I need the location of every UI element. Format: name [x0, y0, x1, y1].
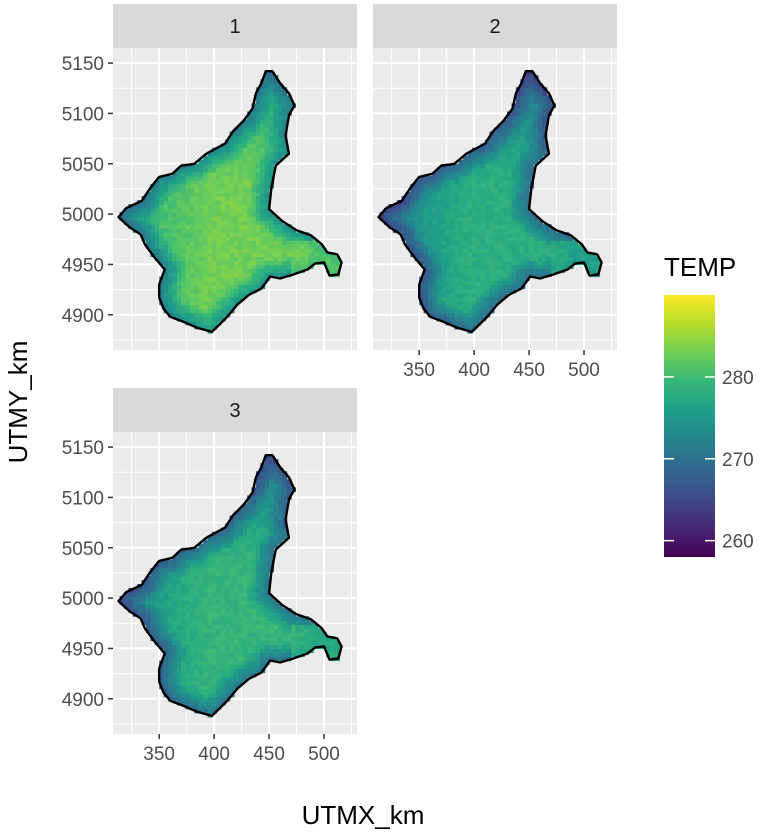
axes: 4900 4950 5000 5050 5100 5150 350 400 450 500 4900…: [62, 54, 600, 765]
region-outline-2: [377, 69, 603, 334]
y-tick-label: 5100: [62, 488, 104, 509]
facet-strip-3: [113, 388, 357, 432]
facet-strip-label-3: 3: [229, 400, 240, 422]
y-tick-label: 5000: [62, 205, 104, 226]
x-tick-label: 350: [143, 744, 175, 765]
legend-title: TEMP: [664, 252, 736, 282]
legend-tick-label: 270: [722, 450, 754, 471]
temperature-raster-2: [379, 71, 601, 334]
y-tick-label: 4900: [62, 306, 104, 327]
y-tick-label: 5100: [62, 104, 104, 125]
y-tick-label: 5050: [62, 539, 104, 560]
x-tick-label: 500: [308, 744, 340, 765]
x-tick-label: 450: [513, 360, 545, 381]
y-tick-label: 5050: [62, 155, 104, 176]
facet-panel-3: 3: [113, 388, 357, 734]
facet-strip-1: [113, 4, 357, 48]
facet-panels: 1 2 3: [113, 4, 617, 734]
region-outline-1: [117, 69, 343, 334]
facet-panel-2: 2: [373, 4, 617, 350]
x-tick-label: 350: [403, 360, 435, 381]
legend-tick-label: 280: [722, 368, 754, 389]
y-tick-label: 5000: [62, 589, 104, 610]
temperature-raster-3: [119, 455, 341, 718]
y-axis-title: UTMY_km: [3, 341, 33, 464]
y-tick-label: 4950: [62, 639, 104, 660]
legend-colorbar: [664, 295, 715, 557]
facet-strip-2: [373, 4, 617, 48]
x-tick-label: 500: [568, 360, 600, 381]
y-tick-label: 5150: [62, 438, 104, 459]
facet-panel-1: 1: [113, 4, 357, 350]
y-tick-label: 4950: [62, 255, 104, 276]
x-tick-label: 400: [458, 360, 490, 381]
y-tick-label: 4900: [62, 690, 104, 711]
y-tick-label: 5150: [62, 54, 104, 75]
x-tick-label: 400: [198, 744, 230, 765]
x-axis-title: UTMX_km: [302, 800, 425, 830]
facet-strip-label-1: 1: [229, 16, 240, 38]
region-outline-3: [117, 454, 343, 718]
legend-tick-label: 260: [722, 532, 754, 553]
x-tick-label: 450: [253, 744, 285, 765]
temp-legend: TEMP 260 270 280: [664, 252, 754, 557]
facet-strip-label-2: 2: [489, 16, 500, 38]
